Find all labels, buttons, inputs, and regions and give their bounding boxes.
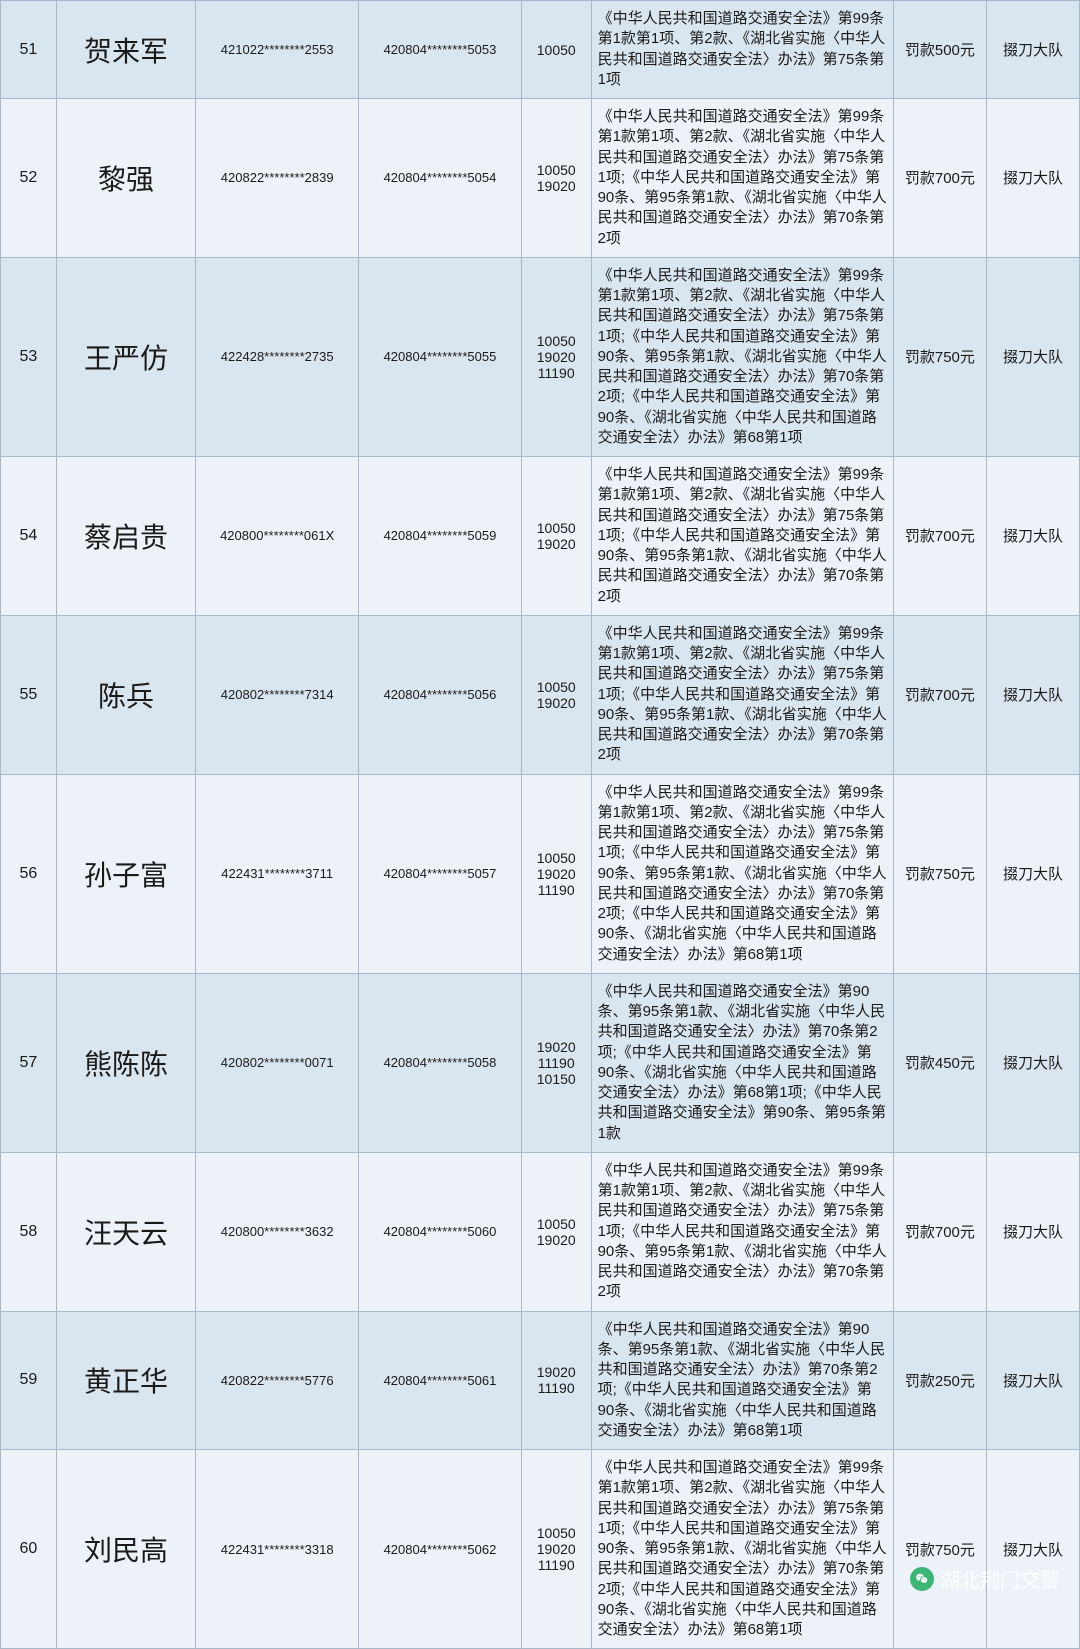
cell-codes: 100501902011190 bbox=[521, 1450, 591, 1649]
table-row: 58汪天云420800********3632420804********506… bbox=[1, 1152, 1080, 1311]
table-row: 53王严仿422428********2735420804********505… bbox=[1, 257, 1080, 456]
cell-codes: 190201119010150 bbox=[521, 973, 591, 1152]
table-row: 57熊陈陈420802********0071420804********505… bbox=[1, 973, 1080, 1152]
cell-fine: 罚款700元 bbox=[893, 1152, 986, 1311]
cell-unit: 掇刀大队 bbox=[986, 774, 1079, 973]
cell-doc: 420804********5058 bbox=[359, 973, 522, 1152]
cell-codes: 1005019020 bbox=[521, 457, 591, 616]
cell-doc: 420804********5057 bbox=[359, 774, 522, 973]
cell-law: 《中华人民共和国道路交通安全法》第99条第1款第1项、第2款、《湖北省实施〈中华… bbox=[591, 99, 893, 258]
cell-id: 420802********7314 bbox=[196, 615, 359, 774]
cell-name: 陈兵 bbox=[56, 615, 196, 774]
cell-law: 《中华人民共和国道路交通安全法》第99条第1款第1项、第2款、《湖北省实施〈中华… bbox=[591, 615, 893, 774]
table-row: 51贺来军421022********2553420804********505… bbox=[1, 1, 1080, 99]
cell-law: 《中华人民共和国道路交通安全法》第99条第1款第1项、第2款、《湖北省实施〈中华… bbox=[591, 774, 893, 973]
cell-law: 《中华人民共和国道路交通安全法》第99条第1款第1项、第2款、《湖北省实施〈中华… bbox=[591, 1, 893, 99]
cell-fine: 罚款700元 bbox=[893, 457, 986, 616]
cell-index: 51 bbox=[1, 1, 57, 99]
cell-law: 《中华人民共和国道路交通安全法》第99条第1款第1项、第2款、《湖北省实施〈中华… bbox=[591, 457, 893, 616]
cell-name: 黄正华 bbox=[56, 1311, 196, 1450]
cell-fine: 罚款750元 bbox=[893, 1450, 986, 1649]
cell-doc: 420804********5054 bbox=[359, 99, 522, 258]
cell-name: 刘民高 bbox=[56, 1450, 196, 1649]
cell-unit: 掇刀大队 bbox=[986, 615, 1079, 774]
table-row: 56孙子富422431********3711420804********505… bbox=[1, 774, 1080, 973]
cell-id: 420822********5776 bbox=[196, 1311, 359, 1450]
table-row: 60刘民高422431********3318420804********506… bbox=[1, 1450, 1080, 1649]
cell-law: 《中华人民共和国道路交通安全法》第99条第1款第1项、第2款、《湖北省实施〈中华… bbox=[591, 1450, 893, 1649]
table-row: 52黎强420822********2839420804********5054… bbox=[1, 99, 1080, 258]
cell-doc: 420804********5061 bbox=[359, 1311, 522, 1450]
cell-unit: 掇刀大队 bbox=[986, 1152, 1079, 1311]
cell-law: 《中华人民共和国道路交通安全法》第90条、第95条第1款、《湖北省实施〈中华人民… bbox=[591, 1311, 893, 1450]
cell-name: 蔡启贵 bbox=[56, 457, 196, 616]
table-row: 54蔡启贵420800********061X420804********505… bbox=[1, 457, 1080, 616]
cell-index: 53 bbox=[1, 257, 57, 456]
cell-law: 《中华人民共和国道路交通安全法》第90条、第95条第1款、《湖北省实施〈中华人民… bbox=[591, 973, 893, 1152]
cell-id: 420800********3632 bbox=[196, 1152, 359, 1311]
cell-index: 56 bbox=[1, 774, 57, 973]
violation-table: 51贺来军421022********2553420804********505… bbox=[0, 0, 1080, 1649]
cell-id: 420802********0071 bbox=[196, 973, 359, 1152]
cell-codes: 1005019020 bbox=[521, 1152, 591, 1311]
cell-unit: 掇刀大队 bbox=[986, 257, 1079, 456]
cell-doc: 420804********5053 bbox=[359, 1, 522, 99]
cell-codes: 1005019020 bbox=[521, 99, 591, 258]
cell-doc: 420804********5062 bbox=[359, 1450, 522, 1649]
cell-fine: 罚款700元 bbox=[893, 615, 986, 774]
cell-index: 52 bbox=[1, 99, 57, 258]
cell-name: 熊陈陈 bbox=[56, 973, 196, 1152]
cell-fine: 罚款500元 bbox=[893, 1, 986, 99]
cell-fine: 罚款700元 bbox=[893, 99, 986, 258]
cell-doc: 420804********5059 bbox=[359, 457, 522, 616]
cell-index: 60 bbox=[1, 1450, 57, 1649]
cell-index: 54 bbox=[1, 457, 57, 616]
cell-unit: 掇刀大队 bbox=[986, 973, 1079, 1152]
cell-codes: 100501902011190 bbox=[521, 774, 591, 973]
cell-doc: 420804********5056 bbox=[359, 615, 522, 774]
cell-id: 422431********3318 bbox=[196, 1450, 359, 1649]
cell-name: 王严仿 bbox=[56, 257, 196, 456]
cell-name: 孙子富 bbox=[56, 774, 196, 973]
cell-fine: 罚款750元 bbox=[893, 774, 986, 973]
table-row: 59黄正华420822********5776420804********506… bbox=[1, 1311, 1080, 1450]
cell-fine: 罚款450元 bbox=[893, 973, 986, 1152]
cell-id: 422428********2735 bbox=[196, 257, 359, 456]
cell-index: 57 bbox=[1, 973, 57, 1152]
cell-fine: 罚款250元 bbox=[893, 1311, 986, 1450]
cell-codes: 10050 bbox=[521, 1, 591, 99]
cell-id: 421022********2553 bbox=[196, 1, 359, 99]
cell-unit: 掇刀大队 bbox=[986, 99, 1079, 258]
cell-codes: 100501902011190 bbox=[521, 257, 591, 456]
cell-law: 《中华人民共和国道路交通安全法》第99条第1款第1项、第2款、《湖北省实施〈中华… bbox=[591, 257, 893, 456]
cell-id: 422431********3711 bbox=[196, 774, 359, 973]
cell-id: 420822********2839 bbox=[196, 99, 359, 258]
cell-name: 黎强 bbox=[56, 99, 196, 258]
cell-law: 《中华人民共和国道路交通安全法》第99条第1款第1项、第2款、《湖北省实施〈中华… bbox=[591, 1152, 893, 1311]
cell-codes: 1902011190 bbox=[521, 1311, 591, 1450]
cell-name: 贺来军 bbox=[56, 1, 196, 99]
cell-doc: 420804********5060 bbox=[359, 1152, 522, 1311]
table-row: 55陈兵420802********7314420804********5056… bbox=[1, 615, 1080, 774]
cell-index: 58 bbox=[1, 1152, 57, 1311]
cell-id: 420800********061X bbox=[196, 457, 359, 616]
cell-doc: 420804********5055 bbox=[359, 257, 522, 456]
cell-index: 55 bbox=[1, 615, 57, 774]
cell-name: 汪天云 bbox=[56, 1152, 196, 1311]
cell-unit: 掇刀大队 bbox=[986, 1, 1079, 99]
cell-unit: 掇刀大队 bbox=[986, 1450, 1079, 1649]
cell-unit: 掇刀大队 bbox=[986, 1311, 1079, 1450]
cell-unit: 掇刀大队 bbox=[986, 457, 1079, 616]
cell-index: 59 bbox=[1, 1311, 57, 1450]
cell-fine: 罚款750元 bbox=[893, 257, 986, 456]
cell-codes: 1005019020 bbox=[521, 615, 591, 774]
